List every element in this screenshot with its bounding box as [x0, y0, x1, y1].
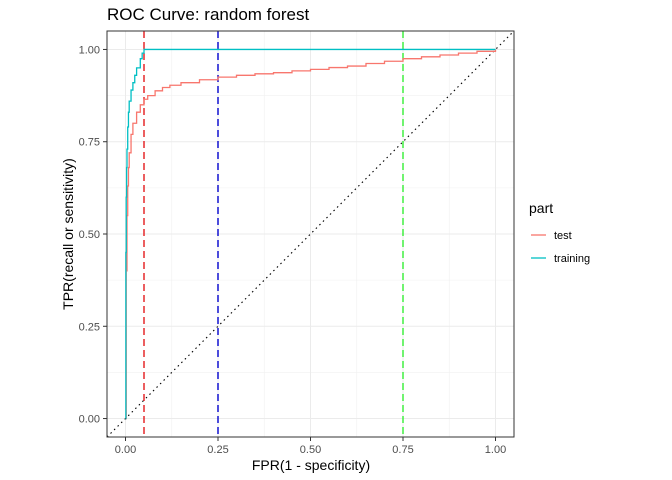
plot-panel: [106, 30, 515, 438]
legend: part test training: [529, 200, 590, 265]
x-tick-label: 0.75: [392, 444, 413, 456]
diagonal-reference-line: [106, 30, 515, 438]
chart-title: ROC Curve: random forest: [107, 5, 309, 24]
series-line-test: [125, 49, 497, 420]
y-axis-title: TPR(recall or sensitivity): [60, 158, 76, 310]
x-axis-title: FPR(1 - specificity): [252, 457, 370, 473]
x-tick-label: 1.00: [485, 444, 506, 456]
y-tick-label: 0.25: [79, 321, 100, 333]
y-tick-label: 1.00: [79, 44, 100, 56]
roc-series: [125, 48, 497, 420]
x-tick-label: 0.25: [207, 444, 228, 456]
x-axis-ticks: 0.00 0.25 0.50 0.75 1.00: [115, 437, 506, 456]
series-line-training: [125, 48, 496, 420]
legend-label-training: training: [554, 253, 590, 265]
x-tick-label: 0.50: [300, 444, 321, 456]
y-tick-label: 0.50: [79, 229, 100, 241]
y-tick-label: 0.75: [79, 137, 100, 149]
legend-title: part: [529, 200, 553, 216]
x-tick-label: 0.00: [115, 444, 136, 456]
legend-label-test: test: [554, 230, 572, 242]
y-axis-ticks: 0.00 0.25 0.50 0.75 1.00: [79, 44, 107, 426]
y-tick-label: 0.00: [79, 414, 100, 426]
